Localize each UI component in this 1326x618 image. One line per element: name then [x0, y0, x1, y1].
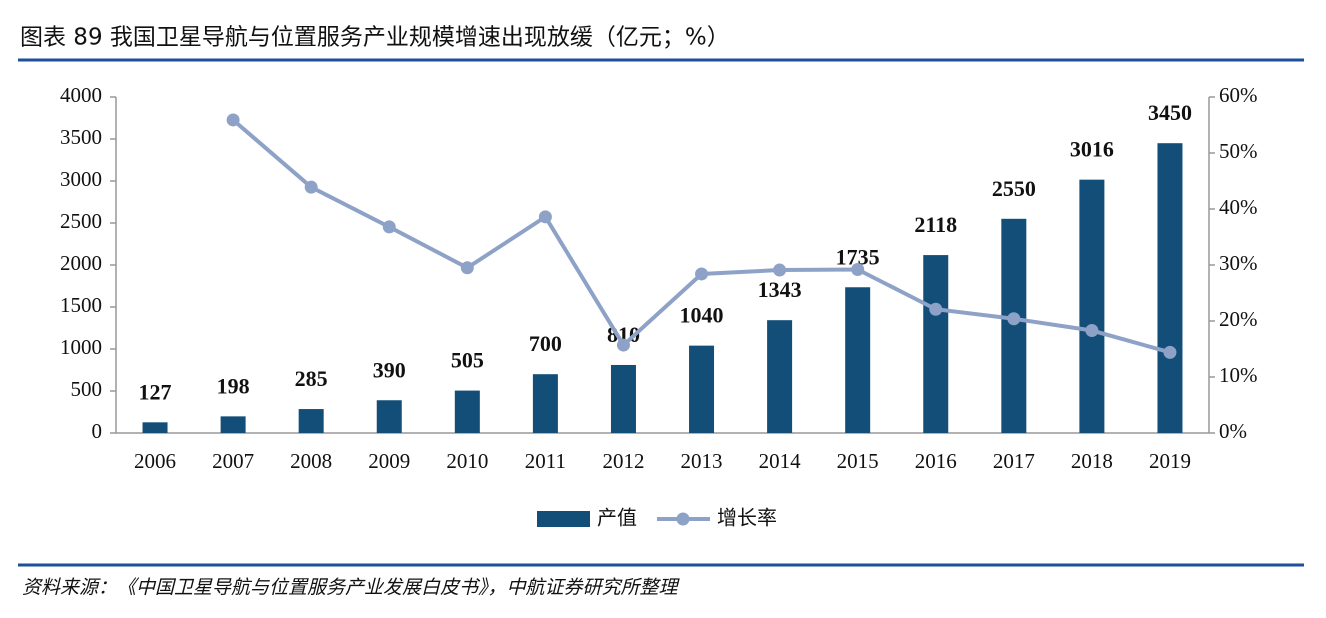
bar — [689, 345, 715, 433]
x-tick-label: 2009 — [368, 449, 410, 473]
y-tick-label: 2000 — [60, 251, 102, 275]
bar — [532, 374, 558, 433]
bar — [923, 255, 949, 433]
bar — [376, 400, 402, 433]
y2-tick-label: 40% — [1219, 195, 1258, 219]
x-tick-label: 2013 — [681, 449, 723, 473]
line-point — [616, 338, 630, 352]
x-tick-label: 2015 — [837, 449, 879, 473]
bar — [1079, 179, 1105, 433]
legend-label: 产值 — [597, 506, 637, 530]
y2-tick-label: 50% — [1219, 139, 1258, 163]
line-point — [695, 267, 709, 281]
bar-value-label: 2550 — [992, 176, 1036, 201]
y-tick-label: 500 — [71, 377, 103, 401]
source-note: 资料来源：《中国卫星导航与位置服务产业发展白皮书》，中航证券研究所整理 — [22, 577, 681, 599]
line-point — [1007, 312, 1021, 326]
bar-value-label: 3450 — [1148, 100, 1192, 125]
x-tick-label: 2016 — [915, 449, 957, 473]
x-tick-label: 2018 — [1071, 449, 1113, 473]
y-tick-label: 1000 — [60, 335, 102, 359]
bar — [1001, 218, 1027, 433]
bar — [142, 422, 168, 433]
line-point — [1085, 324, 1099, 338]
x-tick-label: 2019 — [1149, 449, 1191, 473]
bar — [454, 390, 480, 433]
line-point — [773, 263, 787, 277]
line-point — [382, 220, 396, 234]
x-tick-label: 2006 — [134, 449, 176, 473]
bar — [220, 416, 246, 433]
bar-value-label: 285 — [295, 366, 328, 391]
bar-value-label: 1343 — [758, 277, 802, 302]
y-tick-label: 0 — [92, 419, 103, 443]
legend-label: 增长率 — [717, 506, 777, 530]
x-tick-label: 2010 — [446, 449, 488, 473]
y2-tick-label: 20% — [1219, 307, 1258, 331]
bar — [610, 364, 636, 433]
bar — [298, 409, 324, 433]
x-tick-label: 2008 — [290, 449, 332, 473]
line-point — [851, 262, 865, 276]
y2-tick-label: 10% — [1219, 363, 1258, 387]
bar-value-label: 127 — [139, 379, 172, 404]
bar-value-label: 390 — [373, 357, 406, 382]
bar-value-label: 505 — [451, 348, 484, 373]
y-tick-label: 4000 — [60, 83, 102, 107]
line-point — [304, 180, 318, 194]
bar-value-label: 3016 — [1070, 137, 1114, 162]
x-tick-label: 2011 — [525, 449, 566, 473]
bar — [845, 287, 871, 433]
x-tick-label: 2007 — [212, 449, 254, 473]
bar-value-label: 2118 — [914, 212, 957, 237]
chart-title: 图表 89 我国卫星导航与位置服务产业规模增速出现放缓（亿元；%） — [20, 25, 730, 51]
legend-swatch — [537, 511, 590, 527]
y2-tick-label: 60% — [1219, 83, 1258, 107]
y2-tick-label: 0% — [1219, 419, 1247, 443]
line-point — [226, 113, 240, 127]
bar-value-label: 198 — [217, 373, 250, 398]
legend-marker — [676, 512, 690, 526]
y2-tick-label: 30% — [1219, 251, 1258, 275]
bar — [1157, 143, 1183, 433]
x-tick-label: 2014 — [759, 449, 802, 473]
x-tick-label: 2012 — [602, 449, 644, 473]
line-point — [538, 210, 552, 224]
line-point — [929, 302, 943, 316]
y-tick-label: 3000 — [60, 167, 102, 191]
y-tick-label: 3500 — [60, 125, 102, 149]
line-point — [1163, 345, 1177, 359]
y-tick-label: 2500 — [60, 209, 102, 233]
x-tick-label: 2017 — [993, 449, 1035, 473]
bar-value-label: 1040 — [680, 303, 724, 328]
bar — [767, 320, 793, 433]
line-point — [460, 261, 474, 275]
bar-value-label: 700 — [529, 331, 562, 356]
y-tick-label: 1500 — [60, 293, 102, 317]
